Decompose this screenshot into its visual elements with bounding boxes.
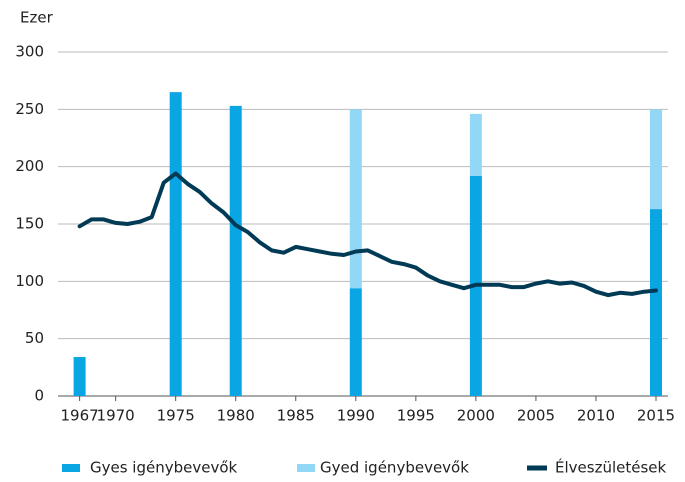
legend-swatch (62, 464, 80, 472)
bar (229, 105, 242, 396)
legend-label: Gyes igénybevevők (90, 459, 238, 477)
x-tick-label: 2005 (517, 407, 555, 425)
x-tick-label: 1967 (61, 407, 99, 425)
x-tick-label: 1975 (157, 407, 195, 425)
legend-swatch (297, 464, 315, 472)
bar (73, 357, 86, 396)
bar (349, 288, 362, 396)
y-tick-label: 200 (15, 157, 44, 175)
line (77, 171, 658, 298)
legend-label: Gyed igénybevevők (320, 459, 469, 477)
y-tick-label: 50 (25, 329, 44, 347)
bar (649, 109, 662, 210)
y-tick-label: 0 (34, 387, 44, 405)
x-tick-label: 1980 (217, 407, 255, 425)
x-tick-label: 1970 (97, 407, 135, 425)
bar (469, 113, 482, 176)
bar (649, 209, 662, 396)
y-axis-label: Ezer (20, 9, 54, 27)
x-tick-label: 1995 (397, 407, 435, 425)
y-tick-label: 100 (15, 272, 44, 290)
legend: Gyes igénybevevők Gyed igénybevevők Élve… (90, 458, 666, 477)
legend-label: Élveszületések (555, 458, 666, 477)
x-tick-label: 1985 (277, 407, 315, 425)
x-tick-label: 2000 (457, 407, 495, 425)
y-tick-label: 150 (15, 215, 44, 233)
x-tick-label: 2015 (637, 407, 675, 425)
x-tick-label: 2010 (577, 407, 615, 425)
y-tick-label: 250 (15, 100, 44, 118)
bar (169, 92, 182, 396)
x-tick-label: 1990 (337, 407, 375, 425)
bar (349, 109, 362, 289)
y-tick-label: 300 (15, 43, 44, 61)
